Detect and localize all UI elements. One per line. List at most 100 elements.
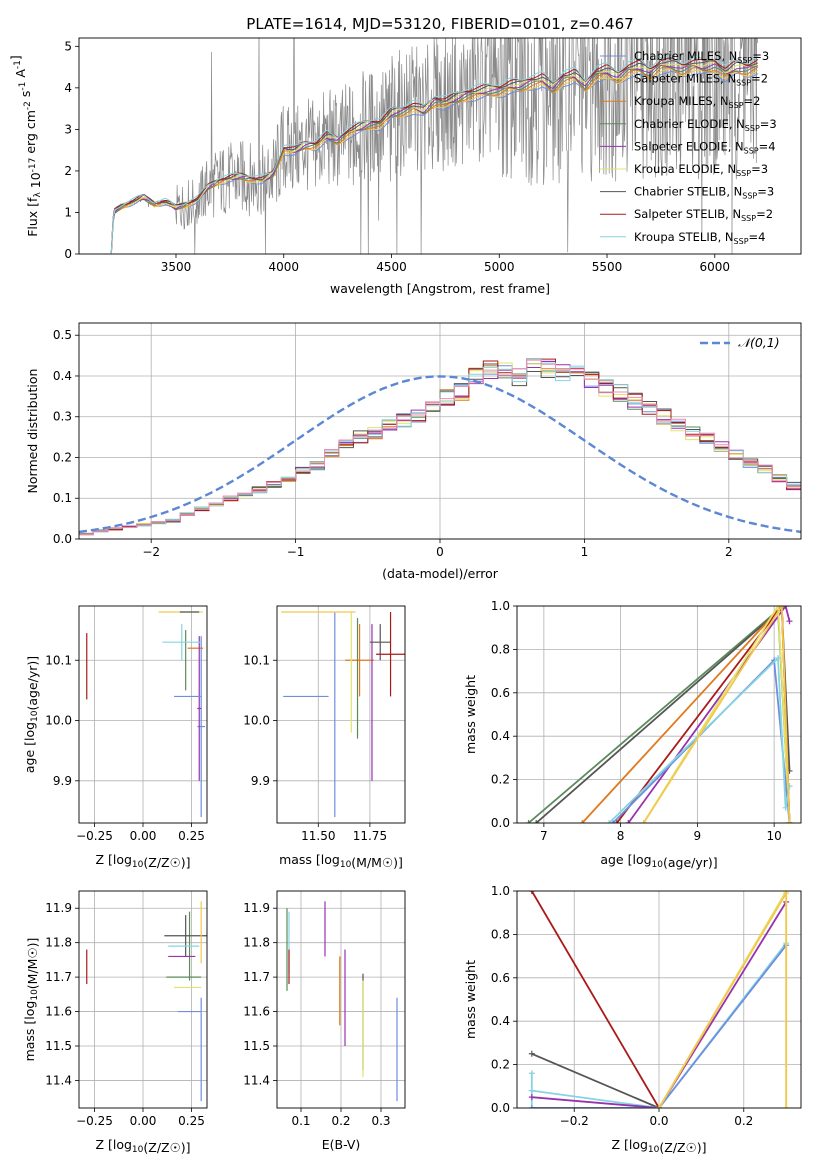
model-fit-line bbox=[110, 68, 759, 253]
y-tick-label: 0.2 bbox=[491, 1058, 510, 1072]
weight-marker bbox=[786, 618, 793, 625]
weight-series-line bbox=[642, 606, 791, 823]
y-tick-label: 4 bbox=[64, 81, 72, 95]
y-tick-label: 1 bbox=[64, 205, 72, 219]
weight-marker bbox=[778, 606, 785, 609]
axes-frame bbox=[516, 605, 802, 824]
histogram-step bbox=[79, 358, 801, 534]
x-tick-label: 10 bbox=[766, 829, 781, 843]
x-tick-label: 0 bbox=[436, 545, 444, 559]
plot-area bbox=[86, 901, 207, 1102]
x-tick-label: 2 bbox=[725, 545, 733, 559]
x-tick-label: 4500 bbox=[376, 260, 407, 274]
legend: Chabrier MILES, NSSP=3 Salpeter MILES, NS… bbox=[600, 49, 777, 246]
y-tick-label: 11.7 bbox=[243, 970, 270, 984]
x-tick-label: 0.3 bbox=[371, 1114, 390, 1128]
weight-series-line bbox=[608, 656, 791, 823]
x-tick-label: 9 bbox=[694, 829, 702, 843]
y-tick-label: 0.4 bbox=[491, 729, 510, 743]
panels: 3500 4000 4500 5000 5500 6000 0 1 2 3 4 5 wavelength… bbox=[8, 37, 802, 1155]
weight-marker bbox=[528, 1070, 535, 1077]
legend-label: Kroupa STELIB, NSSP=4 bbox=[634, 230, 765, 246]
y-tick-label: 0.5 bbox=[53, 328, 72, 342]
legend-label: Salpeter ELODIE, NSSP=4 bbox=[634, 139, 776, 155]
weight-marker bbox=[528, 1105, 535, 1108]
x-tick-label: 6000 bbox=[700, 260, 731, 274]
weight-series-line bbox=[627, 606, 791, 823]
y-tick-label: 0.0 bbox=[491, 816, 510, 830]
x-tick-label: 0.25 bbox=[178, 829, 205, 843]
y-tick-label: 5 bbox=[64, 39, 72, 53]
error-bar bbox=[345, 624, 375, 697]
axes-frame bbox=[276, 890, 406, 1109]
x-tick-label: −0.2 bbox=[560, 1114, 589, 1128]
legend-label: 𝒩(0,1) bbox=[738, 335, 780, 350]
x-tick-label: 0.25 bbox=[178, 1114, 205, 1128]
axes-frame bbox=[516, 890, 802, 1109]
y-tick-label: 0.6 bbox=[491, 686, 510, 700]
x-tick-label: 0.2 bbox=[331, 1114, 350, 1128]
y-axis-label: mass [log10(M/M☉)] bbox=[22, 938, 40, 1062]
x-tick-label: −0.25 bbox=[76, 1114, 113, 1128]
weight-series-line bbox=[642, 606, 791, 823]
chart-weight-vs-age: 7 8 9 10 0.0 0.2 0.4 0.6 0.8 1.0 age [log10(age/yr… bbox=[463, 599, 802, 870]
y-tick-label: 10.1 bbox=[243, 653, 270, 667]
weight-series-line bbox=[531, 1052, 660, 1108]
figure-title: PLATE=1614, MJD=53120, FIBERID=0101, z=0… bbox=[246, 15, 633, 33]
chart-spectrum: 3500 4000 4500 5000 5500 6000 0 1 2 3 4 5 wavelength… bbox=[8, 37, 802, 296]
axes-frame bbox=[78, 890, 208, 1109]
legend-label: Salpeter MILES, NSSP=2 bbox=[634, 72, 768, 88]
y-tick-label: 0.8 bbox=[491, 927, 510, 941]
y-tick-label: 1.0 bbox=[491, 599, 510, 613]
y-tick-label: 10.0 bbox=[45, 714, 72, 728]
x-tick-label: 1 bbox=[581, 545, 589, 559]
y-tick-label: 9.9 bbox=[251, 774, 270, 788]
weight-series-line bbox=[531, 891, 660, 1108]
x-axis-label: mass [log10(M/M☉)] bbox=[279, 852, 403, 870]
legend-label: Chabrier ELODIE, NSSP=3 bbox=[634, 117, 777, 133]
x-tick-label: 0.1 bbox=[291, 1114, 310, 1128]
plot-area bbox=[110, 38, 759, 254]
x-tick-label: 3500 bbox=[161, 260, 192, 274]
model-fit-line bbox=[110, 57, 759, 253]
chart-age-vs-mass: 11.50 11.75 9.9 10.0 10.1 mass [log10(M/M☉)] bbox=[243, 605, 406, 870]
legend-label: Kroupa ELODIE, NSSP=3 bbox=[634, 162, 768, 178]
axes-frame bbox=[78, 322, 802, 540]
axes-frame bbox=[78, 37, 802, 255]
weight-marker bbox=[606, 820, 613, 823]
legend-label: Chabrier STELIB, NSSP=3 bbox=[634, 185, 774, 201]
y-tick-label: 0.2 bbox=[491, 773, 510, 787]
y-tick-label: 0.6 bbox=[491, 971, 510, 985]
y-tick-label: 11.6 bbox=[45, 1005, 72, 1019]
y-tick-label: 10.1 bbox=[45, 653, 72, 667]
model-fit-line bbox=[110, 66, 759, 254]
error-bar bbox=[376, 612, 405, 697]
error-bar bbox=[369, 624, 391, 661]
plot-area bbox=[79, 358, 801, 536]
axes-frame bbox=[78, 605, 208, 824]
x-axis-label: Z [log10(Z/Z☉)] bbox=[95, 1137, 190, 1155]
x-tick-label: 0.00 bbox=[130, 1114, 157, 1128]
x-tick-label: 4000 bbox=[268, 260, 299, 274]
x-axis-label: Z [log10(Z/Z☉)] bbox=[95, 852, 190, 870]
y-axis-label: age [log10(age/yr)] bbox=[22, 656, 40, 773]
x-tick-label: 0.00 bbox=[130, 829, 157, 843]
plot-area bbox=[525, 606, 793, 823]
x-tick-label: 0.0 bbox=[649, 1114, 668, 1128]
chart-mass-vs-EBV: 0.1 0.2 0.3 11.4 11.5 11.6 11.7 11.8 11.9 E(B-V) bbox=[243, 890, 406, 1152]
y-tick-label: 0.3 bbox=[53, 410, 72, 424]
observed-spectrum bbox=[110, 38, 759, 254]
plot-area bbox=[286, 901, 398, 1102]
y-tick-label: 11.9 bbox=[243, 901, 270, 915]
weight-marker bbox=[782, 606, 789, 609]
y-tick-label: 11.5 bbox=[243, 1039, 270, 1053]
x-tick-label: 0.2 bbox=[734, 1114, 753, 1128]
y-tick-label: 0.1 bbox=[53, 491, 72, 505]
chart-age-vs-Z: −0.25 0.00 0.25 9.9 10.0 10.1 Z [log10(Z/Z☉)] a… bbox=[22, 605, 208, 870]
normal-reference-curve bbox=[79, 375, 801, 534]
model-fit-line bbox=[110, 55, 759, 254]
x-axis-label: wavelength [Angstrom, rest frame] bbox=[330, 281, 550, 296]
error-bar bbox=[164, 915, 207, 957]
y-axis-label: mass weight bbox=[463, 675, 478, 754]
histogram-step bbox=[79, 361, 801, 535]
